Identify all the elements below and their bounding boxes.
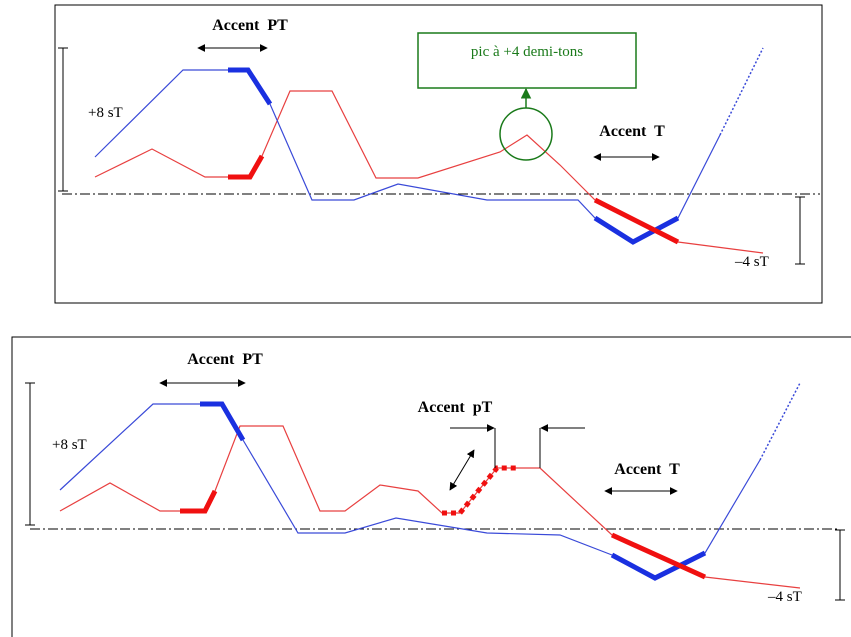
rise-arrow [449,449,475,491]
accent-label: Accent PT [212,17,288,34]
accent-blue [610,550,707,581]
peak-note: pic à +4 demi-tons [471,44,583,60]
panel-bottom: Accent PT +8 sT Accent pT Accent T –4 sT [11,336,851,637]
accent-red-dotted [442,465,517,516]
range-label: +8 sT [88,105,123,121]
accent-label: Accent pT [418,399,493,416]
range-label: +8 sT [52,437,87,453]
accent-blue [593,215,680,245]
panel-frame [11,336,851,637]
blue-contour-dotted [759,382,801,461]
range-bracket [58,47,68,192]
accent-red [593,197,680,245]
panel-top: pic à +4 demi-tons Accent PT +8 sT Accen… [54,4,823,304]
panel-frame [54,4,823,304]
accent-blue [228,67,273,106]
range-bracket [835,529,845,601]
red-contour [94,90,764,254]
accent-label: Accent PT [187,351,263,368]
accent-red [228,154,265,180]
range-bracket [795,196,805,265]
accent-red [180,489,218,514]
blue-contour-dotted [719,47,764,136]
range-label: –4 sT [734,254,769,270]
accent-label: Accent T [599,123,665,140]
peak-circle [499,107,553,161]
peak-box [417,32,637,89]
range-bracket [25,382,35,526]
accent-red [610,532,707,580]
accent-blue [200,401,246,442]
range-label: –4 sT [767,589,802,605]
accent-label: Accent T [614,461,680,478]
